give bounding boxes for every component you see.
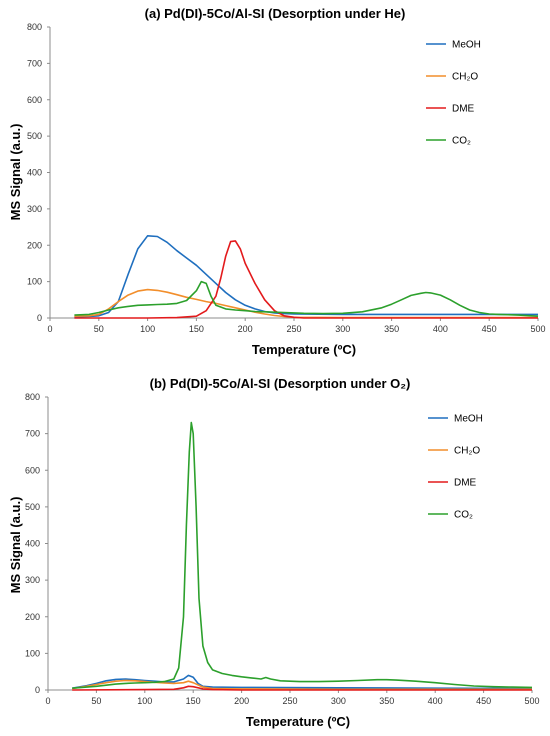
- y-tick-label: 200: [25, 612, 40, 622]
- y-tick-label: 400: [25, 539, 40, 549]
- series-line-dme: [72, 685, 532, 691]
- y-axis-label: MS Signal (a.u.): [8, 124, 23, 221]
- legend-label: MeOH: [452, 40, 481, 51]
- x-tick-label: 350: [384, 324, 399, 334]
- x-tick-label: 0: [45, 696, 50, 706]
- y-tick-label: 100: [27, 277, 42, 287]
- y-axis-label: MS Signal (a.u.): [8, 497, 23, 594]
- x-tick-label: 500: [524, 696, 539, 706]
- x-tick-label: 50: [91, 696, 101, 706]
- x-tick-label: 350: [379, 696, 394, 706]
- chart-desorption-o2: (b) Pd(DI)-5Co/Al-SI (Desorption under O…: [8, 376, 540, 729]
- y-tick-label: 800: [25, 392, 40, 402]
- x-tick-label: 50: [94, 324, 104, 334]
- chart-title: (a) Pd(DI)-5Co/Al-SI (Desorption under H…: [145, 6, 406, 21]
- x-tick-label: 0: [47, 324, 52, 334]
- y-tick-label: 600: [25, 465, 40, 475]
- y-tick-label: 500: [27, 131, 42, 141]
- y-tick-label: 200: [27, 240, 42, 250]
- series-line-cho: [72, 679, 532, 691]
- y-tick-label: 700: [25, 429, 40, 439]
- x-tick-label: 450: [476, 696, 491, 706]
- y-tick-label: 600: [27, 95, 42, 105]
- x-tick-label: 150: [186, 696, 201, 706]
- x-tick-label: 100: [137, 696, 152, 706]
- x-axis-label: Temperature (ºC): [246, 714, 350, 729]
- x-tick-label: 500: [530, 324, 545, 334]
- y-tick-label: 400: [27, 168, 42, 178]
- y-tick-label: 0: [37, 313, 42, 323]
- y-tick-label: 800: [27, 22, 42, 32]
- y-tick-label: 500: [25, 502, 40, 512]
- x-tick-label: 400: [433, 324, 448, 334]
- series-line-co: [72, 421, 533, 689]
- chart-desorption-he: (a) Pd(DI)-5Co/Al-SI (Desorption under H…: [8, 6, 546, 357]
- legend-label: MeOH: [454, 414, 483, 425]
- x-tick-label: 300: [331, 696, 346, 706]
- y-tick-label: 100: [25, 648, 40, 658]
- y-tick-label: 300: [25, 575, 40, 585]
- chart-title: (b) Pd(DI)-5Co/Al-SI (Desorption under O…: [150, 376, 411, 391]
- x-tick-label: 400: [428, 696, 443, 706]
- x-tick-label: 300: [335, 324, 350, 334]
- legend-label: CH₂O: [452, 72, 478, 83]
- x-axis-label: Temperature (ºC): [252, 342, 356, 357]
- x-tick-label: 450: [482, 324, 497, 334]
- x-tick-label: 200: [238, 324, 253, 334]
- y-tick-label: 700: [27, 58, 42, 68]
- legend-label: CO₂: [454, 510, 473, 521]
- x-tick-label: 250: [286, 324, 301, 334]
- x-tick-label: 100: [140, 324, 155, 334]
- legend-label: CH₂O: [454, 446, 480, 457]
- x-tick-label: 200: [234, 696, 249, 706]
- legend-label: DME: [452, 104, 475, 115]
- series-line-dme: [74, 240, 538, 319]
- y-tick-label: 300: [27, 204, 42, 214]
- x-tick-label: 150: [189, 324, 204, 334]
- y-tick-label: 0: [35, 685, 40, 695]
- x-tick-label: 250: [282, 696, 297, 706]
- legend-label: CO₂: [452, 136, 471, 147]
- series-line-meoh: [72, 674, 533, 690]
- legend-label: DME: [454, 478, 477, 489]
- series-line-co: [74, 280, 539, 317]
